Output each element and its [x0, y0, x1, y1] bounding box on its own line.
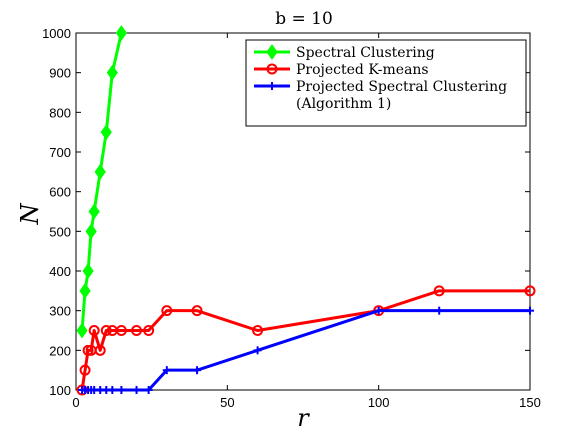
- x-tick-label: 50: [220, 395, 234, 410]
- data-point-s2-10: [144, 386, 153, 394]
- data-point-s1-4: [88, 325, 100, 336]
- y-tick-label: 800: [49, 105, 71, 120]
- data-point-s0-7: [106, 64, 118, 81]
- y-tick-label: 200: [49, 343, 71, 358]
- x-axis-label: r: [297, 404, 310, 432]
- x-tick-label: 100: [368, 395, 390, 410]
- data-point-s2-9: [132, 386, 141, 394]
- x-tick-label: 0: [72, 395, 79, 410]
- y-axis-label: N: [16, 203, 44, 226]
- y-tick-label: 600: [49, 185, 71, 200]
- data-point-s2-8: [117, 386, 126, 394]
- y-tick-label: 100: [49, 383, 71, 398]
- data-point-s1-12: [191, 305, 203, 317]
- legend-label-2-line2: (Algorithm 1): [296, 96, 391, 112]
- legend-label-1: Projected K-means: [296, 62, 429, 78]
- data-point-s2-7: [108, 386, 117, 394]
- data-point-s0-8: [115, 25, 128, 41]
- data-point-s2-15: [435, 306, 444, 315]
- y-tick-label: 500: [49, 224, 71, 239]
- data-point-s2-16: [526, 306, 534, 315]
- chart-title: b = 10: [275, 9, 333, 29]
- legend-label-2: Projected Spectral Clustering: [296, 79, 507, 95]
- y-tick-label: 300: [49, 304, 71, 319]
- data-point-s0-0: [76, 322, 88, 339]
- data-point-s1-11: [161, 305, 173, 317]
- data-point-s0-3: [85, 223, 97, 240]
- axes: 0 50 100 150 100 200 300 400 500 600 700 800 900 1000: [42, 26, 541, 410]
- data-point-s1-15: [433, 285, 445, 297]
- data-point-s1-6: [100, 325, 112, 336]
- data-point-s0-5: [94, 163, 106, 180]
- series-line-1: [80, 289, 530, 391]
- data-point-s2-13: [253, 346, 262, 355]
- legend-box: [245, 39, 527, 127]
- data-point-s2-11: [162, 366, 171, 375]
- legend-marker-2: [268, 82, 276, 90]
- y-tick-label: 700: [49, 145, 71, 160]
- y-tick-label: 900: [49, 66, 71, 81]
- series-1: [76, 285, 536, 396]
- data-point-s1-13: [252, 325, 264, 336]
- data-point-s2-12: [193, 366, 202, 375]
- y-tick-label: 1000: [42, 26, 71, 41]
- y-tick-label: 400: [49, 264, 71, 279]
- data-point-s0-1: [79, 282, 91, 299]
- data-point-s0-6: [100, 124, 112, 141]
- data-point-s2-14: [374, 306, 383, 315]
- data-point-s1-1: [79, 364, 91, 376]
- data-point-s1-9: [131, 325, 143, 336]
- x-tick-label: 150: [519, 395, 541, 410]
- series-layer: [76, 25, 536, 396]
- series-0: [76, 25, 128, 339]
- series-2: [78, 306, 534, 394]
- data-point-s1-10: [143, 325, 155, 336]
- data-point-s0-2: [82, 263, 94, 279]
- data-point-s1-5: [94, 344, 106, 356]
- legend-marker-0: [266, 44, 278, 60]
- legend-marker-1: [266, 63, 278, 75]
- data-point-s1-8: [115, 325, 127, 336]
- data-point-s1-16: [524, 285, 536, 297]
- legend-label-0: Spectral Clustering: [296, 45, 435, 61]
- data-point-s0-4: [88, 203, 100, 220]
